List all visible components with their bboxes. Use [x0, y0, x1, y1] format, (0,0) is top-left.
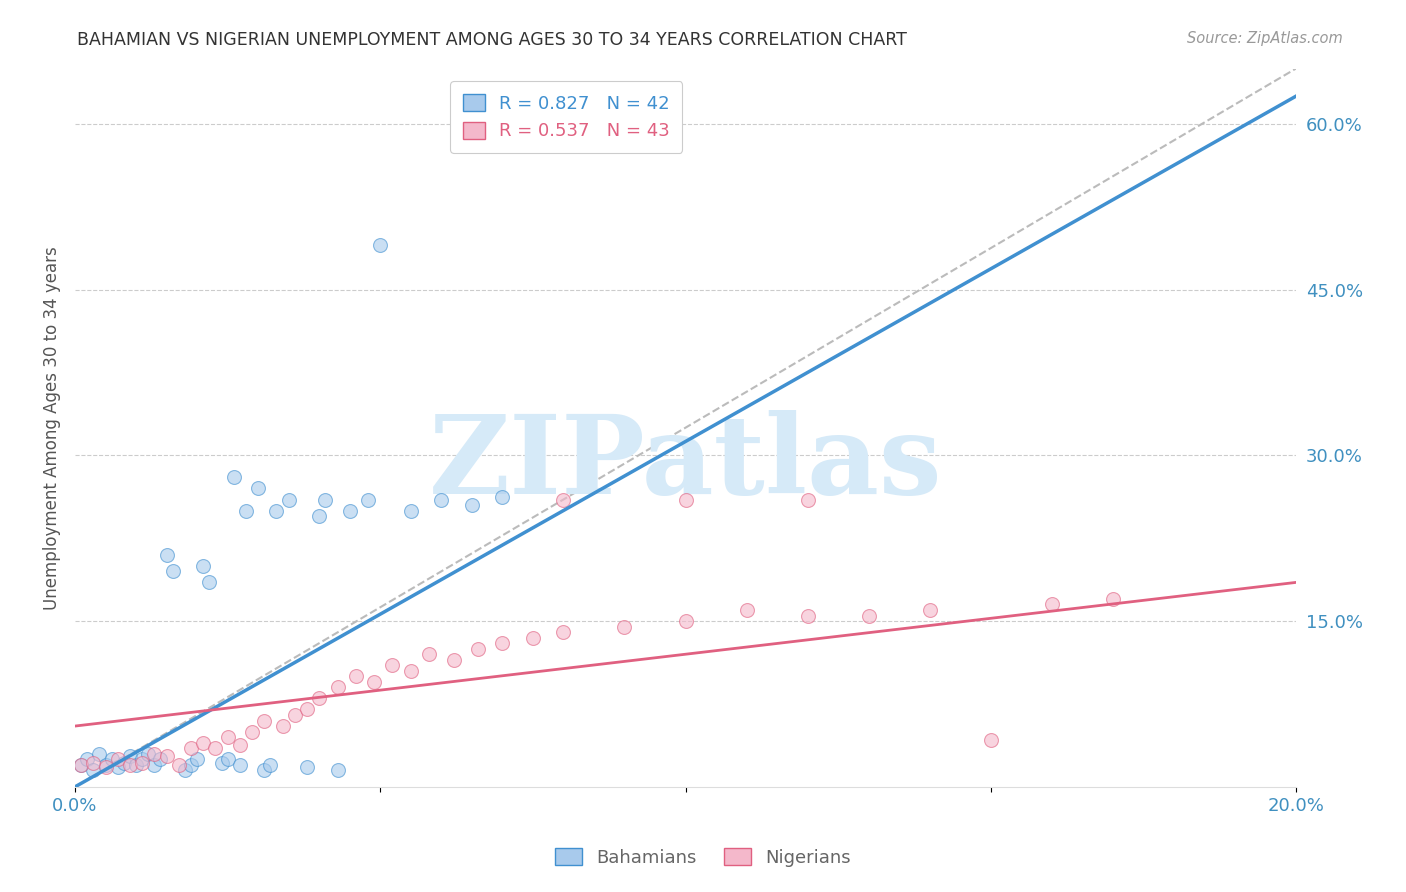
- Text: Source: ZipAtlas.com: Source: ZipAtlas.com: [1187, 31, 1343, 46]
- Point: [1040, 598, 1063, 612]
- Point: [167, 757, 190, 772]
- Point: [253, 714, 276, 728]
- Legend: R = 0.827   N = 42, R = 0.537   N = 43: R = 0.827 N = 42, R = 0.537 N = 43: [450, 81, 682, 153]
- Point: [858, 608, 880, 623]
- Y-axis label: Unemployment Among Ages 30 to 34 years: Unemployment Among Ages 30 to 34 years: [44, 246, 60, 609]
- Point: [186, 752, 208, 766]
- Point: [467, 641, 489, 656]
- Point: [308, 509, 330, 524]
- Point: [308, 691, 330, 706]
- Point: [162, 565, 184, 579]
- Point: [94, 757, 117, 772]
- Point: [217, 730, 239, 744]
- Point: [107, 760, 129, 774]
- Point: [217, 752, 239, 766]
- Point: [143, 757, 166, 772]
- Point: [491, 636, 513, 650]
- Point: [193, 558, 215, 573]
- Point: [155, 548, 177, 562]
- Point: [131, 752, 153, 766]
- Point: [155, 748, 177, 763]
- Point: [180, 741, 202, 756]
- Point: [198, 575, 221, 590]
- Point: [193, 736, 215, 750]
- Point: [357, 492, 380, 507]
- Point: [553, 625, 575, 640]
- Point: [399, 503, 422, 517]
- Point: [295, 702, 318, 716]
- Point: [277, 492, 299, 507]
- Point: [266, 503, 288, 517]
- Point: [368, 238, 391, 252]
- Text: BAHAMIAN VS NIGERIAN UNEMPLOYMENT AMONG AGES 30 TO 34 YEARS CORRELATION CHART: BAHAMIAN VS NIGERIAN UNEMPLOYMENT AMONG …: [77, 31, 907, 49]
- Point: [735, 603, 758, 617]
- Point: [553, 492, 575, 507]
- Point: [259, 757, 281, 772]
- Point: [180, 757, 202, 772]
- Point: [240, 724, 263, 739]
- Point: [82, 756, 104, 770]
- Point: [229, 738, 252, 752]
- Point: [136, 747, 159, 761]
- Point: [796, 608, 818, 623]
- Point: [980, 733, 1002, 747]
- Point: [229, 757, 252, 772]
- Point: [118, 748, 141, 763]
- Point: [918, 603, 941, 617]
- Legend: Bahamians, Nigerians: Bahamians, Nigerians: [548, 841, 858, 874]
- Point: [107, 752, 129, 766]
- Point: [344, 669, 367, 683]
- Point: [461, 498, 484, 512]
- Point: [235, 503, 257, 517]
- Point: [94, 760, 117, 774]
- Point: [675, 492, 697, 507]
- Point: [1102, 591, 1125, 606]
- Point: [430, 492, 453, 507]
- Point: [76, 752, 98, 766]
- Point: [89, 747, 111, 761]
- Point: [174, 764, 197, 778]
- Point: [247, 482, 270, 496]
- Point: [125, 757, 148, 772]
- Point: [381, 658, 404, 673]
- Point: [222, 470, 245, 484]
- Point: [326, 764, 349, 778]
- Point: [149, 752, 172, 766]
- Point: [70, 757, 93, 772]
- Point: [118, 757, 141, 772]
- Point: [326, 681, 349, 695]
- Point: [613, 619, 636, 633]
- Point: [284, 708, 307, 723]
- Point: [204, 741, 226, 756]
- Point: [143, 747, 166, 761]
- Point: [443, 653, 465, 667]
- Point: [253, 764, 276, 778]
- Point: [271, 719, 294, 733]
- Point: [112, 756, 135, 770]
- Point: [82, 764, 104, 778]
- Point: [491, 491, 513, 505]
- Point: [522, 631, 544, 645]
- Text: ZIPatlas: ZIPatlas: [429, 410, 942, 517]
- Point: [211, 756, 233, 770]
- Point: [100, 752, 122, 766]
- Point: [295, 760, 318, 774]
- Point: [796, 492, 818, 507]
- Point: [675, 614, 697, 628]
- Point: [418, 647, 440, 661]
- Point: [70, 757, 93, 772]
- Point: [363, 674, 385, 689]
- Point: [314, 492, 336, 507]
- Point: [399, 664, 422, 678]
- Point: [339, 503, 361, 517]
- Point: [131, 756, 153, 770]
